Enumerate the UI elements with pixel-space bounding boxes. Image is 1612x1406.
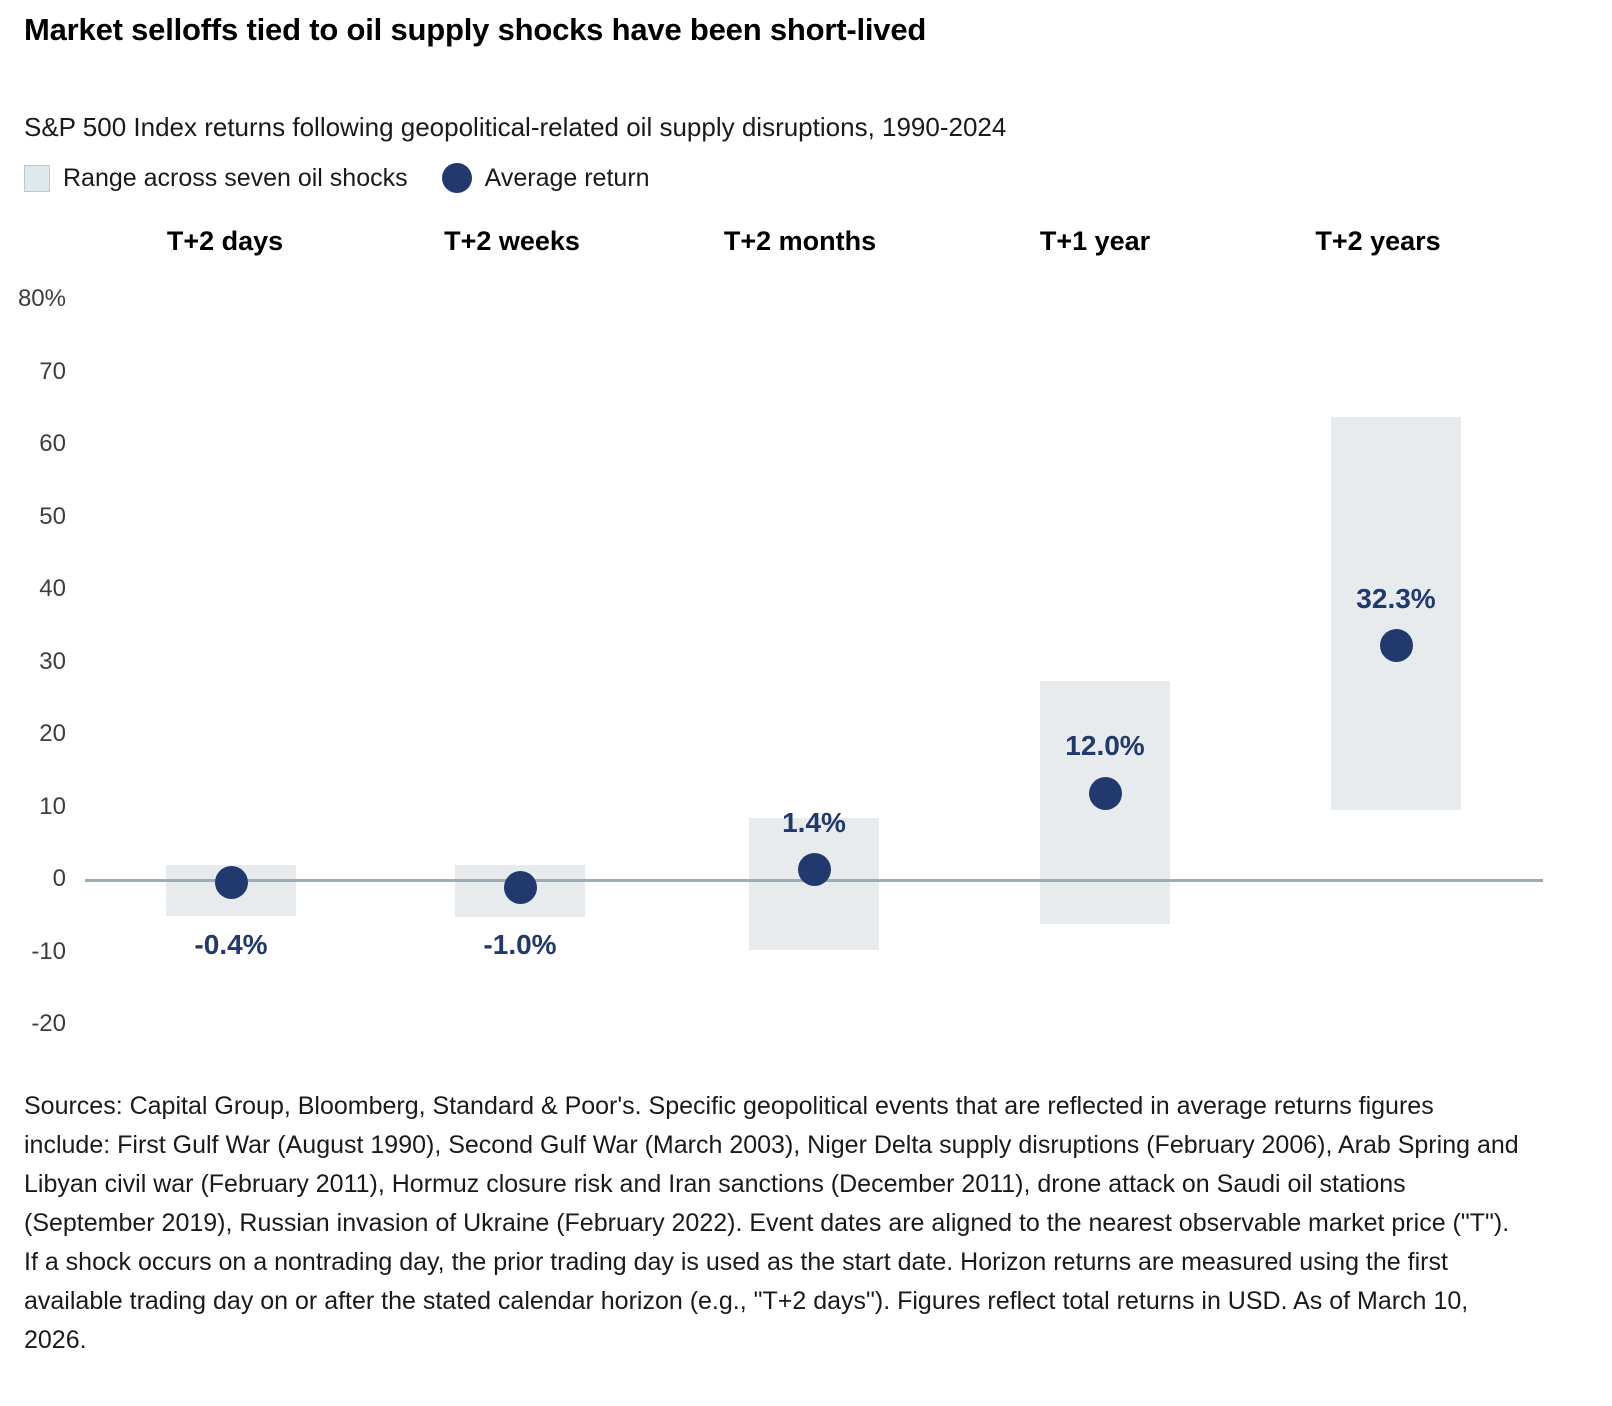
average-return-value-label: -0.4% xyxy=(194,929,268,960)
legend-item-range: Range across seven oil shocks xyxy=(24,164,408,193)
y-axis-tick-label: -20 xyxy=(31,1010,66,1037)
average-return-dot xyxy=(1379,629,1413,663)
y-axis-tick-label: 10 xyxy=(39,792,66,820)
y-axis-tick-label: 20 xyxy=(39,720,66,747)
column-header: T+1 year xyxy=(1039,226,1151,256)
y-axis-tick-label: -10 xyxy=(31,937,66,965)
y-axis-tick-label: 60 xyxy=(39,430,66,457)
legend-average-label: Average return xyxy=(484,163,650,192)
column-header: T+2 days xyxy=(166,226,284,256)
column-header: T+2 months xyxy=(723,226,877,256)
range-bar xyxy=(1331,417,1461,810)
column-header: T+2 years xyxy=(1315,226,1441,256)
average-return-dot xyxy=(503,870,537,904)
column-header: T+2 weeks xyxy=(444,226,580,256)
y-axis-tick-label: 0 xyxy=(52,865,66,892)
average-return-dot xyxy=(797,853,831,887)
y-axis-tick-label: 40 xyxy=(39,575,66,602)
source-note: Sources: Capital Group, Bloomberg, Stand… xyxy=(24,1092,1519,1354)
chart-title: Market selloffs tied to oil supply shock… xyxy=(24,12,927,47)
chart-legend: Range across seven oil shocks Average re… xyxy=(24,163,650,193)
average-return-dot xyxy=(214,866,248,900)
average-return-dot xyxy=(1088,776,1122,810)
average-return-value-label: 32.3% xyxy=(1356,582,1436,614)
y-axis-tick-label: 80% xyxy=(17,285,66,312)
average-return-dot-icon xyxy=(441,163,472,193)
legend-range-label: Range across seven oil shocks xyxy=(63,163,408,192)
average-return-value-label: 12.0% xyxy=(1065,730,1145,761)
y-axis-tick-label: 30 xyxy=(39,647,66,675)
y-axis-tick-label: 50 xyxy=(39,502,66,530)
legend-item-average: Average return xyxy=(441,163,650,193)
y-axis-tick-label: 70 xyxy=(39,357,66,385)
range-swatch-icon xyxy=(24,164,50,192)
average-return-value-label: 1.4% xyxy=(782,806,846,838)
chart-subtitle: S&P 500 Index returns following geopolit… xyxy=(24,112,1007,142)
average-return-value-label: -1.0% xyxy=(483,929,557,960)
